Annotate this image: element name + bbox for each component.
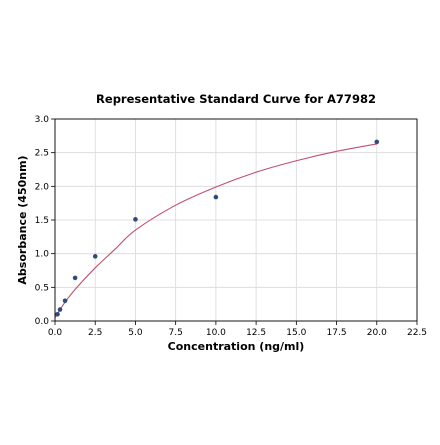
- y-axis-label: Absorbance (450nm): [16, 155, 29, 284]
- y-tick-label: 3.0: [35, 115, 50, 125]
- x-axis-label: Concentration (ng/ml): [168, 340, 305, 353]
- x-tick-label: 7.5: [169, 328, 183, 338]
- x-tick-label: 10.0: [206, 328, 226, 338]
- x-tick-label: 20.0: [367, 328, 387, 338]
- x-tick-label: 2.5: [88, 328, 102, 338]
- data-points-layer: [55, 139, 380, 317]
- x-tick-label: 0.0: [48, 328, 63, 338]
- y-tick-label: 1.0: [35, 250, 50, 260]
- data-point: [213, 194, 219, 200]
- x-tick-label: 5.0: [128, 328, 143, 338]
- data-point: [57, 307, 63, 312]
- data-point: [62, 298, 68, 304]
- y-tick-label: 1.5: [35, 216, 49, 226]
- grid-lines: [54, 118, 418, 322]
- y-tick-label: 0.5: [35, 283, 49, 293]
- data-point: [72, 275, 78, 281]
- x-axis-ticks: 0.0 2.5 5.0 7.5 10.0 12.5 15.0 17.5 20.0 22.5: [48, 321, 427, 338]
- data-point: [374, 139, 380, 145]
- data-point: [133, 217, 138, 222]
- data-point: [55, 311, 60, 317]
- x-tick-label: 15.0: [286, 328, 306, 338]
- y-tick-label: 2.0: [35, 182, 50, 192]
- x-tick-label: 22.5: [407, 328, 427, 338]
- y-tick-label: 2.5: [35, 149, 49, 159]
- x-tick-label: 17.5: [327, 328, 347, 338]
- data-point: [92, 254, 98, 259]
- y-tick-label: 0.0: [35, 317, 50, 327]
- x-tick-label: 12.5: [246, 328, 266, 338]
- chart-title: Representative Standard Curve for A77982: [96, 92, 376, 106]
- y-axis-ticks: 0.0 0.5 1.0 1.5 2.0 2.5 3.0: [35, 115, 55, 327]
